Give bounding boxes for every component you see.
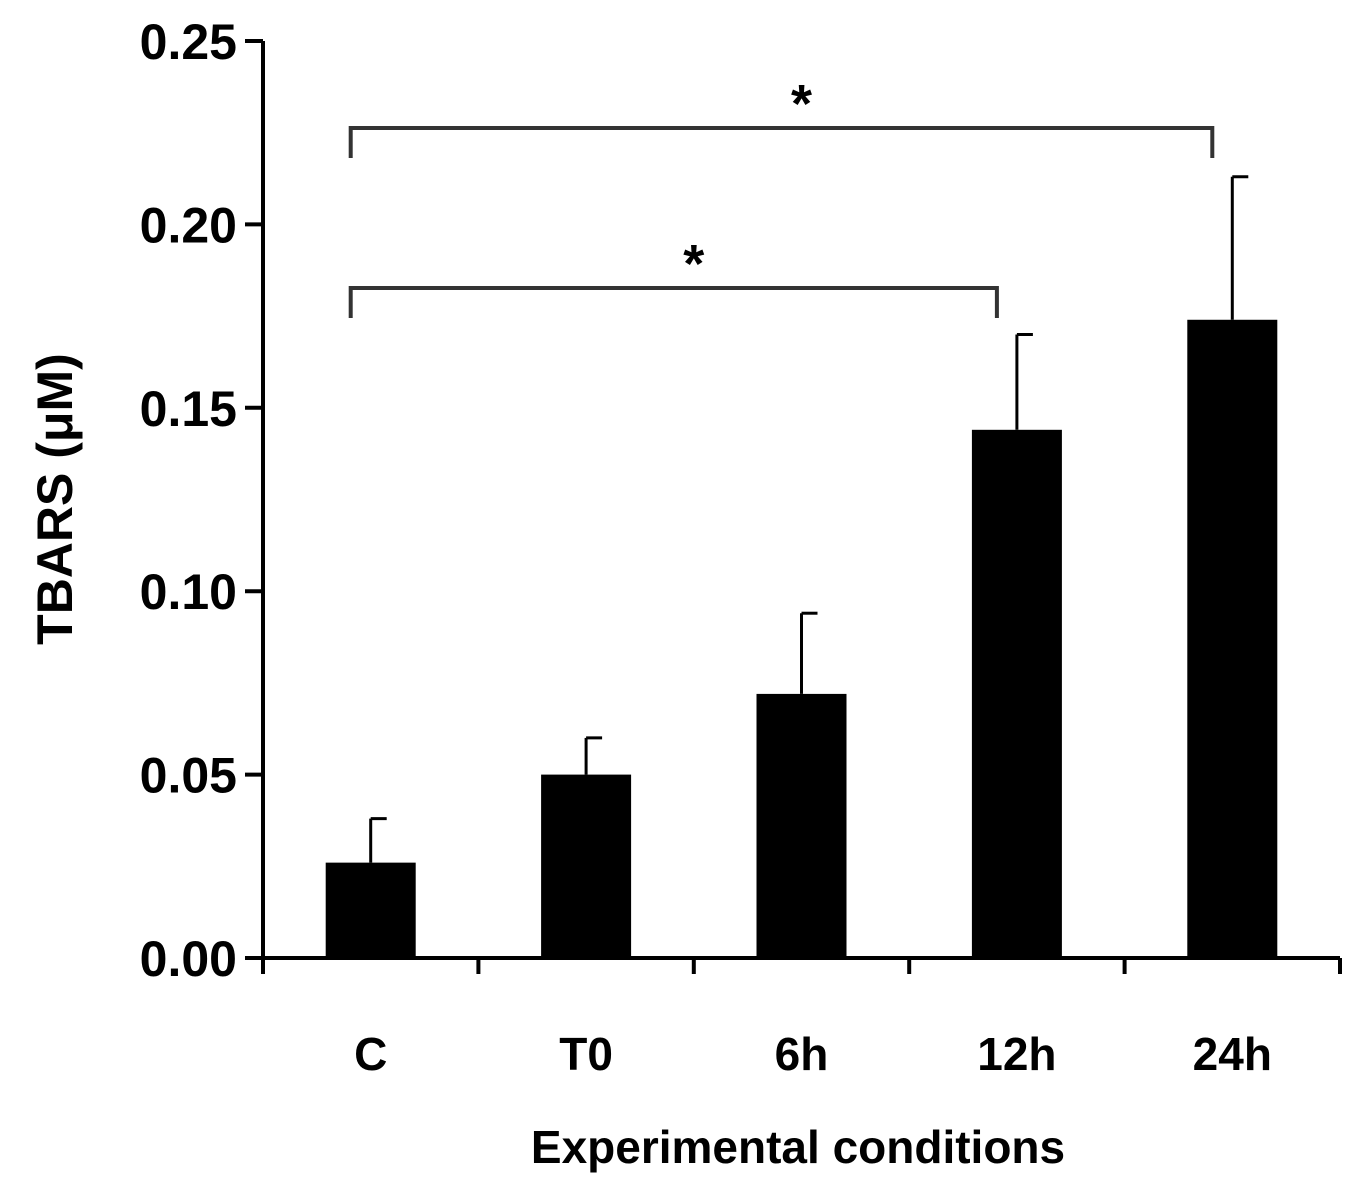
y-tick-label: 0.25 (140, 14, 237, 70)
bar-6h (756, 693, 847, 958)
y-axis-label: TBARS (μM) (27, 353, 83, 645)
significance-bracket (348, 126, 1215, 158)
x-tick-label: C (354, 1028, 387, 1080)
significance-brackets: ** (348, 74, 1215, 318)
x-tick-label: 12h (977, 1028, 1056, 1080)
y-tick-label: 0.05 (140, 748, 237, 804)
significance-label: * (791, 74, 812, 134)
x-tick-label: 6h (775, 1028, 829, 1080)
y-tick-label: 0.20 (140, 197, 237, 253)
axes (245, 39, 1342, 974)
bar-T0 (541, 774, 632, 958)
bars (325, 319, 1278, 959)
bar-24h (1187, 319, 1278, 958)
bar-12h (971, 429, 1062, 959)
x-tick-label: T0 (559, 1028, 613, 1080)
x-axis-label: Experimental conditions (531, 1121, 1065, 1173)
x-tick-label: 24h (1193, 1028, 1272, 1080)
y-tick-label: 0.00 (140, 931, 237, 987)
bar-C (325, 862, 416, 958)
error-bars (369, 175, 1249, 863)
significance-label: * (683, 234, 704, 294)
y-tick-label: 0.15 (140, 381, 237, 437)
y-tick-label: 0.10 (140, 564, 237, 620)
tick-labels: 0.00 0.05 0.10 0.15 0.20 0.25 C T0 6h 12h 24h (140, 14, 1272, 1080)
significance-bracket (348, 286, 999, 318)
